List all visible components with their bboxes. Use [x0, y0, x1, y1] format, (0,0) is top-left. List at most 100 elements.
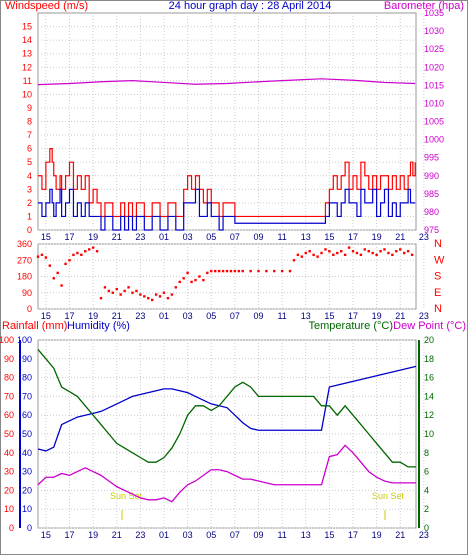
dewpoint-axis-title: Dew Point (°C)	[393, 320, 466, 332]
x-tick-label: 21	[395, 530, 405, 540]
direction-point	[324, 248, 327, 251]
temperature-y-tick-label: 18	[424, 354, 434, 364]
x-tick-label: 07	[230, 311, 240, 321]
direction-point	[233, 269, 237, 273]
barometer-y-tick-label: 1000	[424, 135, 444, 145]
direction-point	[280, 269, 284, 273]
direction-point	[241, 269, 244, 273]
x-tick-label: 23	[135, 232, 145, 242]
direction-point	[182, 277, 185, 280]
compass-letter: N	[434, 238, 442, 250]
direction-point	[186, 271, 189, 275]
humidity-axis-title: Humidity (%)	[67, 320, 130, 332]
direction-point	[135, 289, 138, 293]
x-tick-label: 09	[253, 232, 263, 242]
direction-point	[387, 251, 390, 255]
x-tick-label: 01	[159, 530, 169, 540]
direction-point	[127, 286, 130, 289]
x-tick-label: 17	[348, 232, 358, 242]
direction-point	[402, 251, 406, 255]
x-tick-label: 13	[301, 311, 311, 321]
x-tick-label: 21	[112, 311, 122, 321]
direction-point	[336, 251, 339, 255]
x-tick-label: 17	[64, 232, 74, 242]
x-tick-label: 23	[419, 232, 429, 242]
humidity-y-tick-label: 30	[22, 467, 32, 477]
direction-point	[52, 277, 55, 280]
direction-point	[347, 246, 351, 249]
direction-point	[379, 250, 382, 253]
direction-point	[194, 278, 197, 282]
barometer-y-tick-label: 975	[424, 225, 439, 235]
x-tick-label: 11	[277, 530, 286, 540]
direction-point	[257, 269, 260, 273]
humidity-y-tick-label: 50	[22, 429, 32, 439]
temperature-y-tick-label: 8	[424, 448, 429, 458]
direction-point	[273, 269, 276, 273]
direction-point	[288, 269, 292, 273]
direction-point	[221, 269, 225, 273]
direction-point	[225, 269, 229, 273]
direction-point	[210, 269, 213, 273]
series-line-0	[37, 365, 417, 452]
x-tick-label: 09	[253, 311, 263, 321]
sunset-label-1: Sun Set	[110, 491, 143, 501]
wind-axis-title: Windspeed (m/s)	[5, 0, 88, 12]
direction-point	[178, 280, 181, 284]
direction-point	[64, 262, 67, 266]
wind-y-tick-label: 1	[27, 211, 32, 221]
x-tick-label: 03	[183, 311, 193, 321]
wind-y-tick-label: 3	[27, 184, 32, 194]
chart-title: 24 hour graph day : 28 April 2014	[169, 0, 332, 12]
direction-point	[395, 250, 398, 253]
wind-y-tick-label: 0	[27, 225, 32, 235]
sunset-label-2: Sun Set	[372, 491, 405, 501]
rainfall-y-tick-label: 40	[4, 448, 14, 458]
direction-point	[213, 269, 217, 273]
humidity-y-tick-label: 0	[27, 523, 32, 533]
direction-point	[371, 251, 374, 255]
series-line-2	[37, 78, 416, 86]
x-tick-label: 13	[301, 232, 311, 242]
direction-point	[174, 286, 178, 289]
compass-letter: W	[434, 254, 445, 266]
direction-point	[56, 271, 59, 275]
x-tick-label: 01	[159, 232, 169, 242]
humidity-y-tick-label: 100	[17, 335, 32, 345]
direction-point	[265, 269, 268, 273]
x-tick-label: 11	[277, 232, 286, 242]
direction-point	[91, 246, 95, 249]
x-tick-label: 03	[183, 232, 193, 242]
series-line-2	[37, 444, 416, 503]
barometer-y-tick-label: 1005	[424, 117, 444, 127]
series-line-0	[38, 148, 416, 218]
x-tick-label: 15	[41, 530, 51, 540]
x-tick-label: 13	[301, 530, 311, 540]
direction-point	[363, 248, 367, 251]
x-tick-label: 05	[206, 311, 216, 321]
direction-point	[300, 255, 304, 258]
temperature-y-tick-label: 2	[424, 504, 429, 514]
x-tick-label: 21	[112, 232, 122, 242]
direction-point	[410, 253, 414, 257]
temperature-y-tick-label: 10	[424, 429, 434, 439]
wind-y-tick-label: 9	[27, 103, 32, 113]
barometer-y-tick-label: 1020	[424, 62, 444, 72]
x-tick-label: 05	[206, 232, 216, 242]
direction-point	[80, 253, 83, 257]
wind-y-tick-label: 13	[22, 49, 32, 59]
temperature-y-tick-label: 12	[424, 410, 434, 420]
direction-point	[44, 256, 48, 259]
x-tick-label: 19	[88, 530, 98, 540]
direction-point	[72, 253, 75, 257]
humidity-y-tick-label: 20	[22, 485, 32, 495]
humidity-y-tick-label: 10	[22, 504, 32, 514]
x-tick-label: 03	[183, 530, 193, 540]
rainfall-y-tick-label: 0	[9, 523, 14, 533]
rainfall-y-tick-label: 10	[4, 504, 14, 514]
direction-point	[292, 259, 296, 262]
wind-y-tick-label: 5	[27, 157, 32, 167]
direction-y-tick-label: 90	[22, 288, 32, 298]
direction-point	[229, 269, 233, 273]
direction-point	[162, 291, 166, 294]
